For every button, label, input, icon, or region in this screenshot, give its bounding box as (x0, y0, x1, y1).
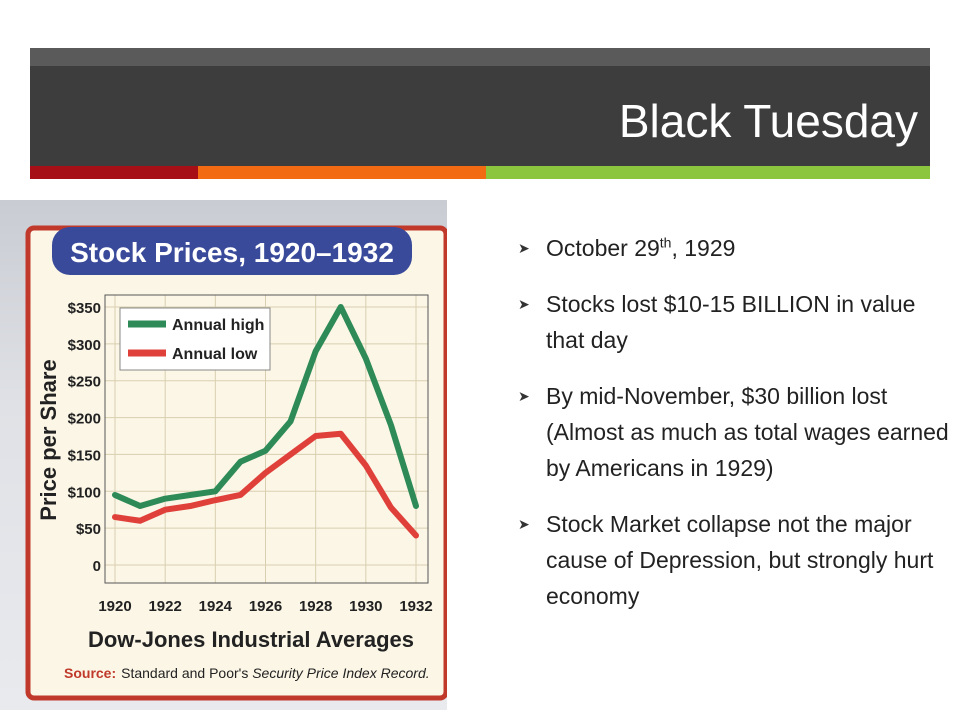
bullet-text-tail: , 1929 (671, 235, 736, 261)
plot-area-border (104, 294, 429, 584)
chart-source-italic: Security Price Index Record. (252, 665, 429, 681)
chart-source-label: Source: (64, 665, 116, 681)
series-line-annual-low (112, 430, 419, 539)
y-tick-label: $300 (68, 337, 101, 354)
bullet-item: ➤ October 29th, 1929 (518, 230, 958, 266)
arrow-bullet-icon: ➤ (518, 296, 530, 312)
bullet-text: October 29th, 1929 (546, 235, 735, 261)
legend-label-annual-low: Annual low (172, 346, 258, 363)
legend-label-annual-high: Annual high (172, 317, 264, 334)
bullet-text: Stock Market collapse not the major caus… (546, 511, 934, 609)
accent-bar-green (486, 166, 930, 179)
accent-bar-red (30, 166, 198, 179)
arrow-bullet-icon: ➤ (518, 516, 530, 532)
chart-x-ticks: 1920 1922 1924 1926 1928 1930 1932 (98, 598, 432, 615)
bullet-item: ➤ By mid-November, $30 billion lost (Alm… (518, 378, 958, 486)
slide-title: Black Tuesday (618, 95, 918, 147)
title-bar: Black Tuesday (30, 48, 930, 166)
bullet-text: By mid-November, $30 billion lost (Almos… (546, 383, 949, 481)
y-tick-label: 0 (93, 558, 101, 575)
bullet-item: ➤ Stock Market collapse not the major ca… (518, 506, 958, 614)
bullet-superscript: th (659, 234, 672, 251)
chart-title-banner (52, 227, 412, 275)
arrow-bullet-icon: ➤ (518, 240, 530, 256)
x-tick-label: 1928 (299, 598, 332, 615)
chart-series (112, 304, 419, 539)
bullet-text: Stocks lost $10-15 BILLION in value that… (546, 291, 916, 353)
bullet-text-main: October 29 (546, 235, 660, 261)
y-tick-label: $200 (68, 411, 101, 428)
y-tick-label: $50 (76, 521, 101, 538)
stock-prices-chart-image: Stock Prices, 1920–1932 Price per Share … (0, 200, 447, 710)
x-tick-label: 1924 (199, 598, 233, 615)
chart-source-text: Standard and Poor's (121, 665, 252, 681)
y-tick-label: $350 (68, 300, 101, 317)
stock-prices-chart: Stock Prices, 1920–1932 Price per Share … (25, 225, 447, 701)
y-tick-label: $250 (68, 374, 101, 391)
chart-xlabel: Dow-Jones Industrial Averages (88, 627, 414, 652)
chart-y-ticks: $350 $300 $250 $200 $150 $100 $50 0 (68, 300, 101, 575)
title-bar-top-strip (30, 48, 930, 66)
x-tick-label: 1932 (399, 598, 432, 615)
bullet-item: ➤ Stocks lost $10-15 BILLION in value th… (518, 286, 958, 358)
arrow-bullet-icon: ➤ (518, 388, 530, 404)
chart-source: Source: Standard and Poor's Security Pric… (64, 665, 430, 681)
bullet-list: ➤ October 29th, 1929 ➤ Stocks lost $10-1… (518, 230, 958, 634)
chart-legend (119, 307, 271, 371)
accent-bar-orange (198, 166, 486, 179)
x-tick-label: 1926 (249, 598, 282, 615)
y-tick-label: $100 (68, 484, 101, 501)
x-tick-label: 1920 (98, 598, 131, 615)
chart-title: Stock Prices, 1920–1932 (70, 237, 394, 268)
series-line-annual-high (112, 304, 419, 510)
x-tick-label: 1922 (148, 598, 181, 615)
chart-ylabel: Price per Share (36, 359, 61, 520)
x-tick-label: 1930 (349, 598, 382, 615)
y-tick-label: $150 (68, 447, 101, 464)
